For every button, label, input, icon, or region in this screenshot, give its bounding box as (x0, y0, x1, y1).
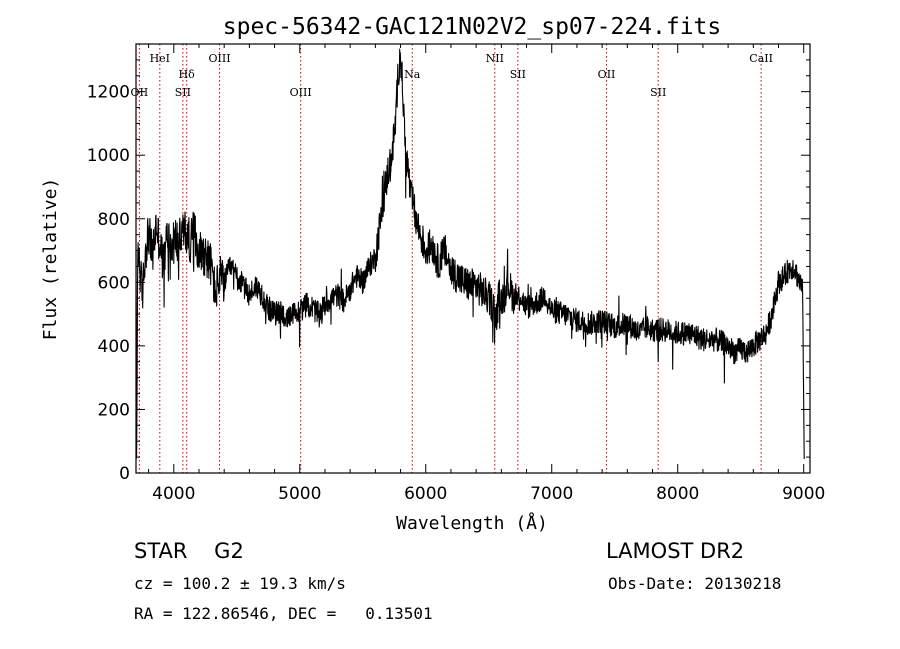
spectral-line-markers: HeI OII Hδ SII OIII OIII Na NII SII OII SII CaII (131, 44, 773, 473)
object-classification: STAR G2 (134, 539, 244, 563)
sky-coordinates: RA = 122.86546, DEC = 0.13501 (134, 604, 433, 623)
chart-title: spec-56342-GAC121N02V2_sp07-224.fits (223, 14, 722, 40)
spectral-line-label: OIII (208, 52, 230, 65)
x-axis-label: Wavelength (Å) (396, 512, 548, 534)
x-tick-label: 5000 (278, 484, 321, 504)
spectral-line-label: OII (131, 86, 149, 99)
spectrum-line (135, 48, 805, 460)
observation-date: Obs-Date: 20130218 (608, 574, 782, 593)
y-tick-label: 200 (98, 400, 130, 420)
survey-name: LAMOST DR2 (606, 539, 745, 563)
spectral-line-label: SII (510, 68, 526, 81)
spectral-line-label: CaII (749, 52, 773, 65)
spectral-line-label: NII (486, 52, 504, 65)
y-axis: 0 200 400 600 800 1000 1200 (87, 59, 810, 484)
spectral-line-label: OIII (290, 86, 312, 99)
y-tick-label: 400 (98, 337, 130, 357)
spectral-line-label: SII (650, 86, 666, 99)
spectral-line-label: Na (404, 68, 421, 81)
spectral-line-label: Hδ (179, 68, 196, 81)
redshift-readout: cz = 100.2 ± 19.3 km/s (134, 574, 346, 593)
x-tick-label: 6000 (404, 484, 447, 504)
y-tick-label: 1000 (87, 146, 130, 166)
x-tick-label: 4000 (152, 484, 195, 504)
spectral-line-label: HeI (150, 52, 170, 65)
y-tick-label: 0 (119, 464, 130, 484)
x-tick-label: 9000 (782, 484, 825, 504)
x-axis: 4000 5000 6000 7000 8000 9000 (148, 44, 825, 504)
x-tick-label: 7000 (530, 484, 573, 504)
spectral-line-label: SII (175, 86, 191, 99)
y-tick-label: 1200 (87, 83, 130, 103)
y-axis-label: Flux (relative) (40, 178, 61, 341)
plot-frame (135, 43, 811, 474)
spectral-line-label: OII (598, 68, 616, 81)
y-tick-label: 800 (98, 210, 130, 230)
y-tick-label: 600 (98, 273, 130, 293)
x-tick-label: 8000 (656, 484, 699, 504)
